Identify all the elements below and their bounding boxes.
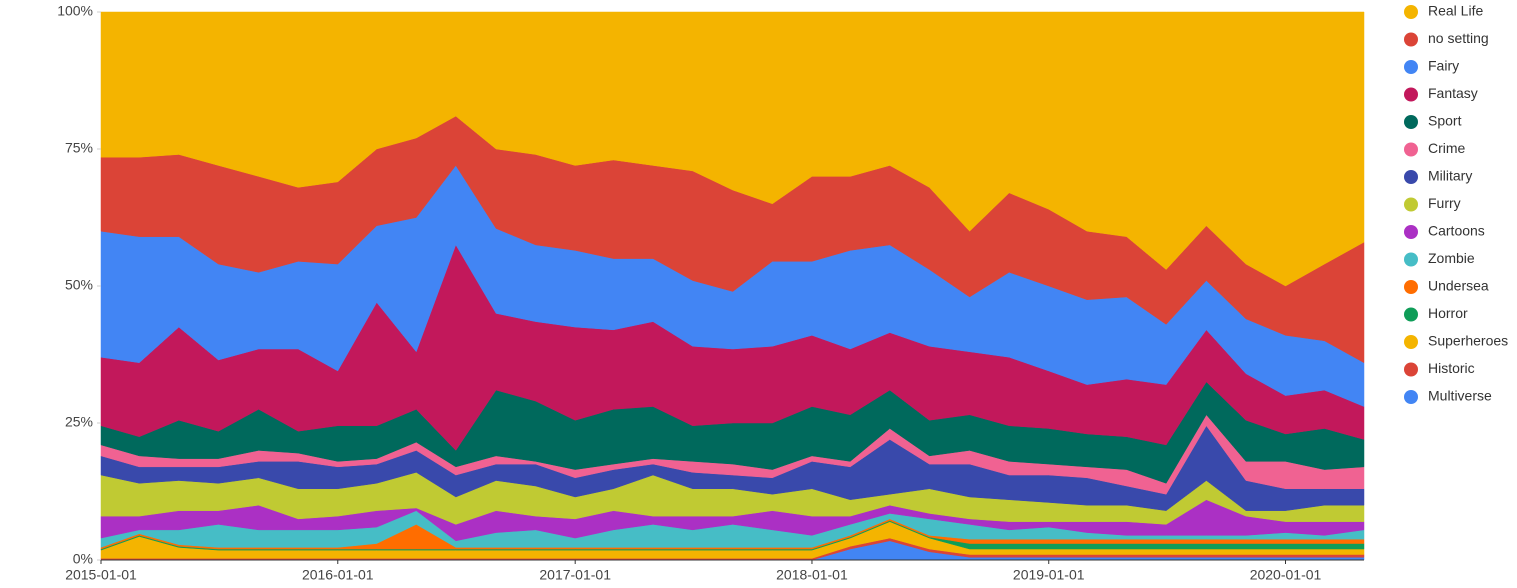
legend-label: Zombie <box>1428 250 1475 266</box>
legend-swatch <box>1404 197 1418 212</box>
legend-label: Cartoons <box>1428 223 1485 239</box>
legend-swatch <box>1404 115 1418 129</box>
x-tick-label: 2016-01-01 <box>302 567 374 583</box>
x-tick-label: 2019-01-01 <box>1013 567 1085 583</box>
area <box>100 11 1365 287</box>
legend-label: no setting <box>1428 30 1489 46</box>
areas <box>100 11 1365 561</box>
legend-swatch <box>1404 335 1418 349</box>
legend-swatch <box>1404 362 1418 377</box>
y-tick-label: 50% <box>65 277 93 293</box>
legend-swatch <box>1404 252 1418 267</box>
legend-swatch <box>1404 142 1418 157</box>
legend-swatch <box>1404 60 1418 74</box>
legend-label: Real Life <box>1428 3 1483 19</box>
legend-swatch <box>1404 280 1418 294</box>
legend-label: Multiverse <box>1428 388 1492 404</box>
legend-label: Superheroes <box>1428 333 1508 349</box>
legend-label: Fantasy <box>1428 85 1478 101</box>
legend-label: Fairy <box>1428 58 1459 74</box>
legend-label: Historic <box>1428 360 1475 376</box>
x-tick-label: 2018-01-01 <box>776 567 848 583</box>
y-tick-label: 0% <box>73 551 93 567</box>
legend-swatch <box>1404 87 1418 102</box>
legend-swatch <box>1404 390 1418 404</box>
x-tick-label: 2017-01-01 <box>539 567 611 583</box>
y-tick-label: 100% <box>57 3 93 19</box>
legend-swatch <box>1404 307 1418 322</box>
legend-swatch <box>1404 170 1418 184</box>
legend: Real Life no setting Fairy Fantasy Sport Crim… <box>1404 3 1508 404</box>
legend-label: Sport <box>1428 113 1462 129</box>
x-tick-label: 2020-01-01 <box>1250 567 1322 583</box>
legend-swatch <box>1404 225 1418 239</box>
legend-label: Undersea <box>1428 278 1489 294</box>
legend-label: Crime <box>1428 140 1466 156</box>
legend-swatch <box>1404 32 1418 47</box>
y-tick-label: 75% <box>65 140 93 156</box>
y-tick-label: 25% <box>65 414 93 430</box>
x-tick-label: 2015-01-01 <box>65 567 137 583</box>
legend-swatch <box>1404 5 1418 19</box>
legend-label: Horror <box>1428 305 1468 321</box>
legend-label: Military <box>1428 168 1472 184</box>
legend-label: Furry <box>1428 195 1461 211</box>
